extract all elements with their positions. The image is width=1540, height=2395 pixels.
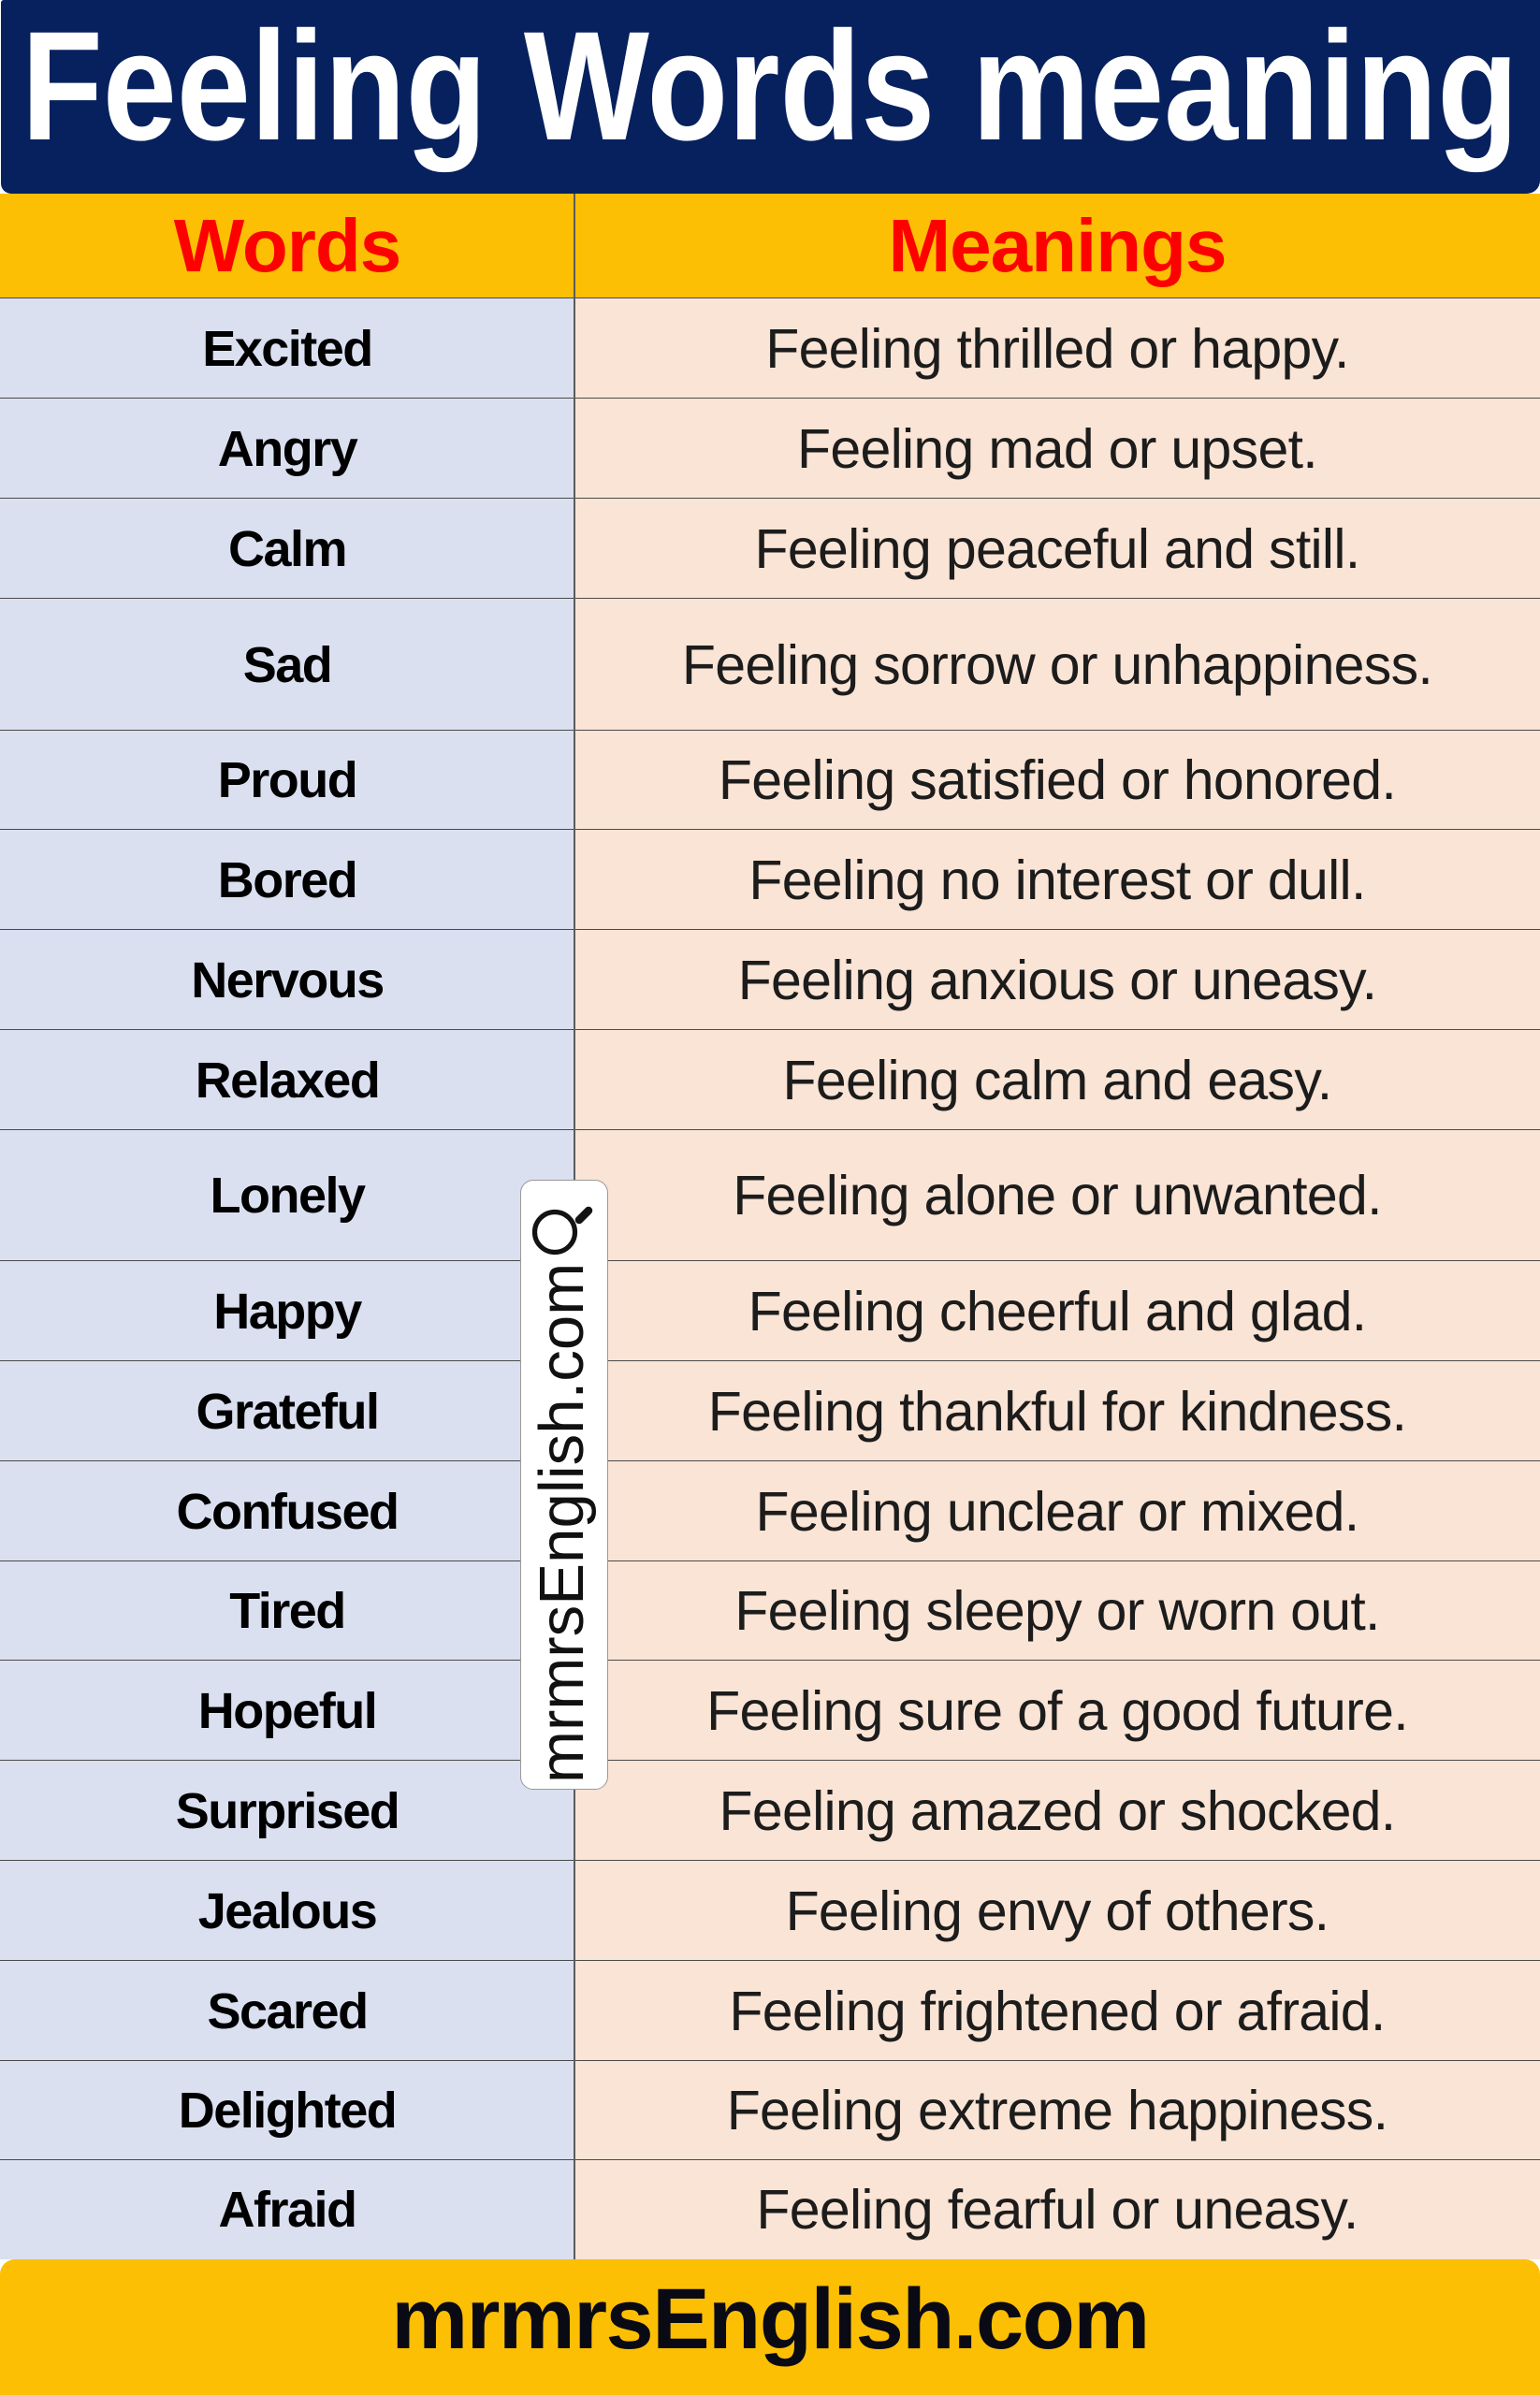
svg-text:Feeling Words meaning: Feeling Words meaning [22,0,1518,173]
svg-text:mrmrsEnglish.com: mrmrsEnglish.com [527,1263,597,1783]
